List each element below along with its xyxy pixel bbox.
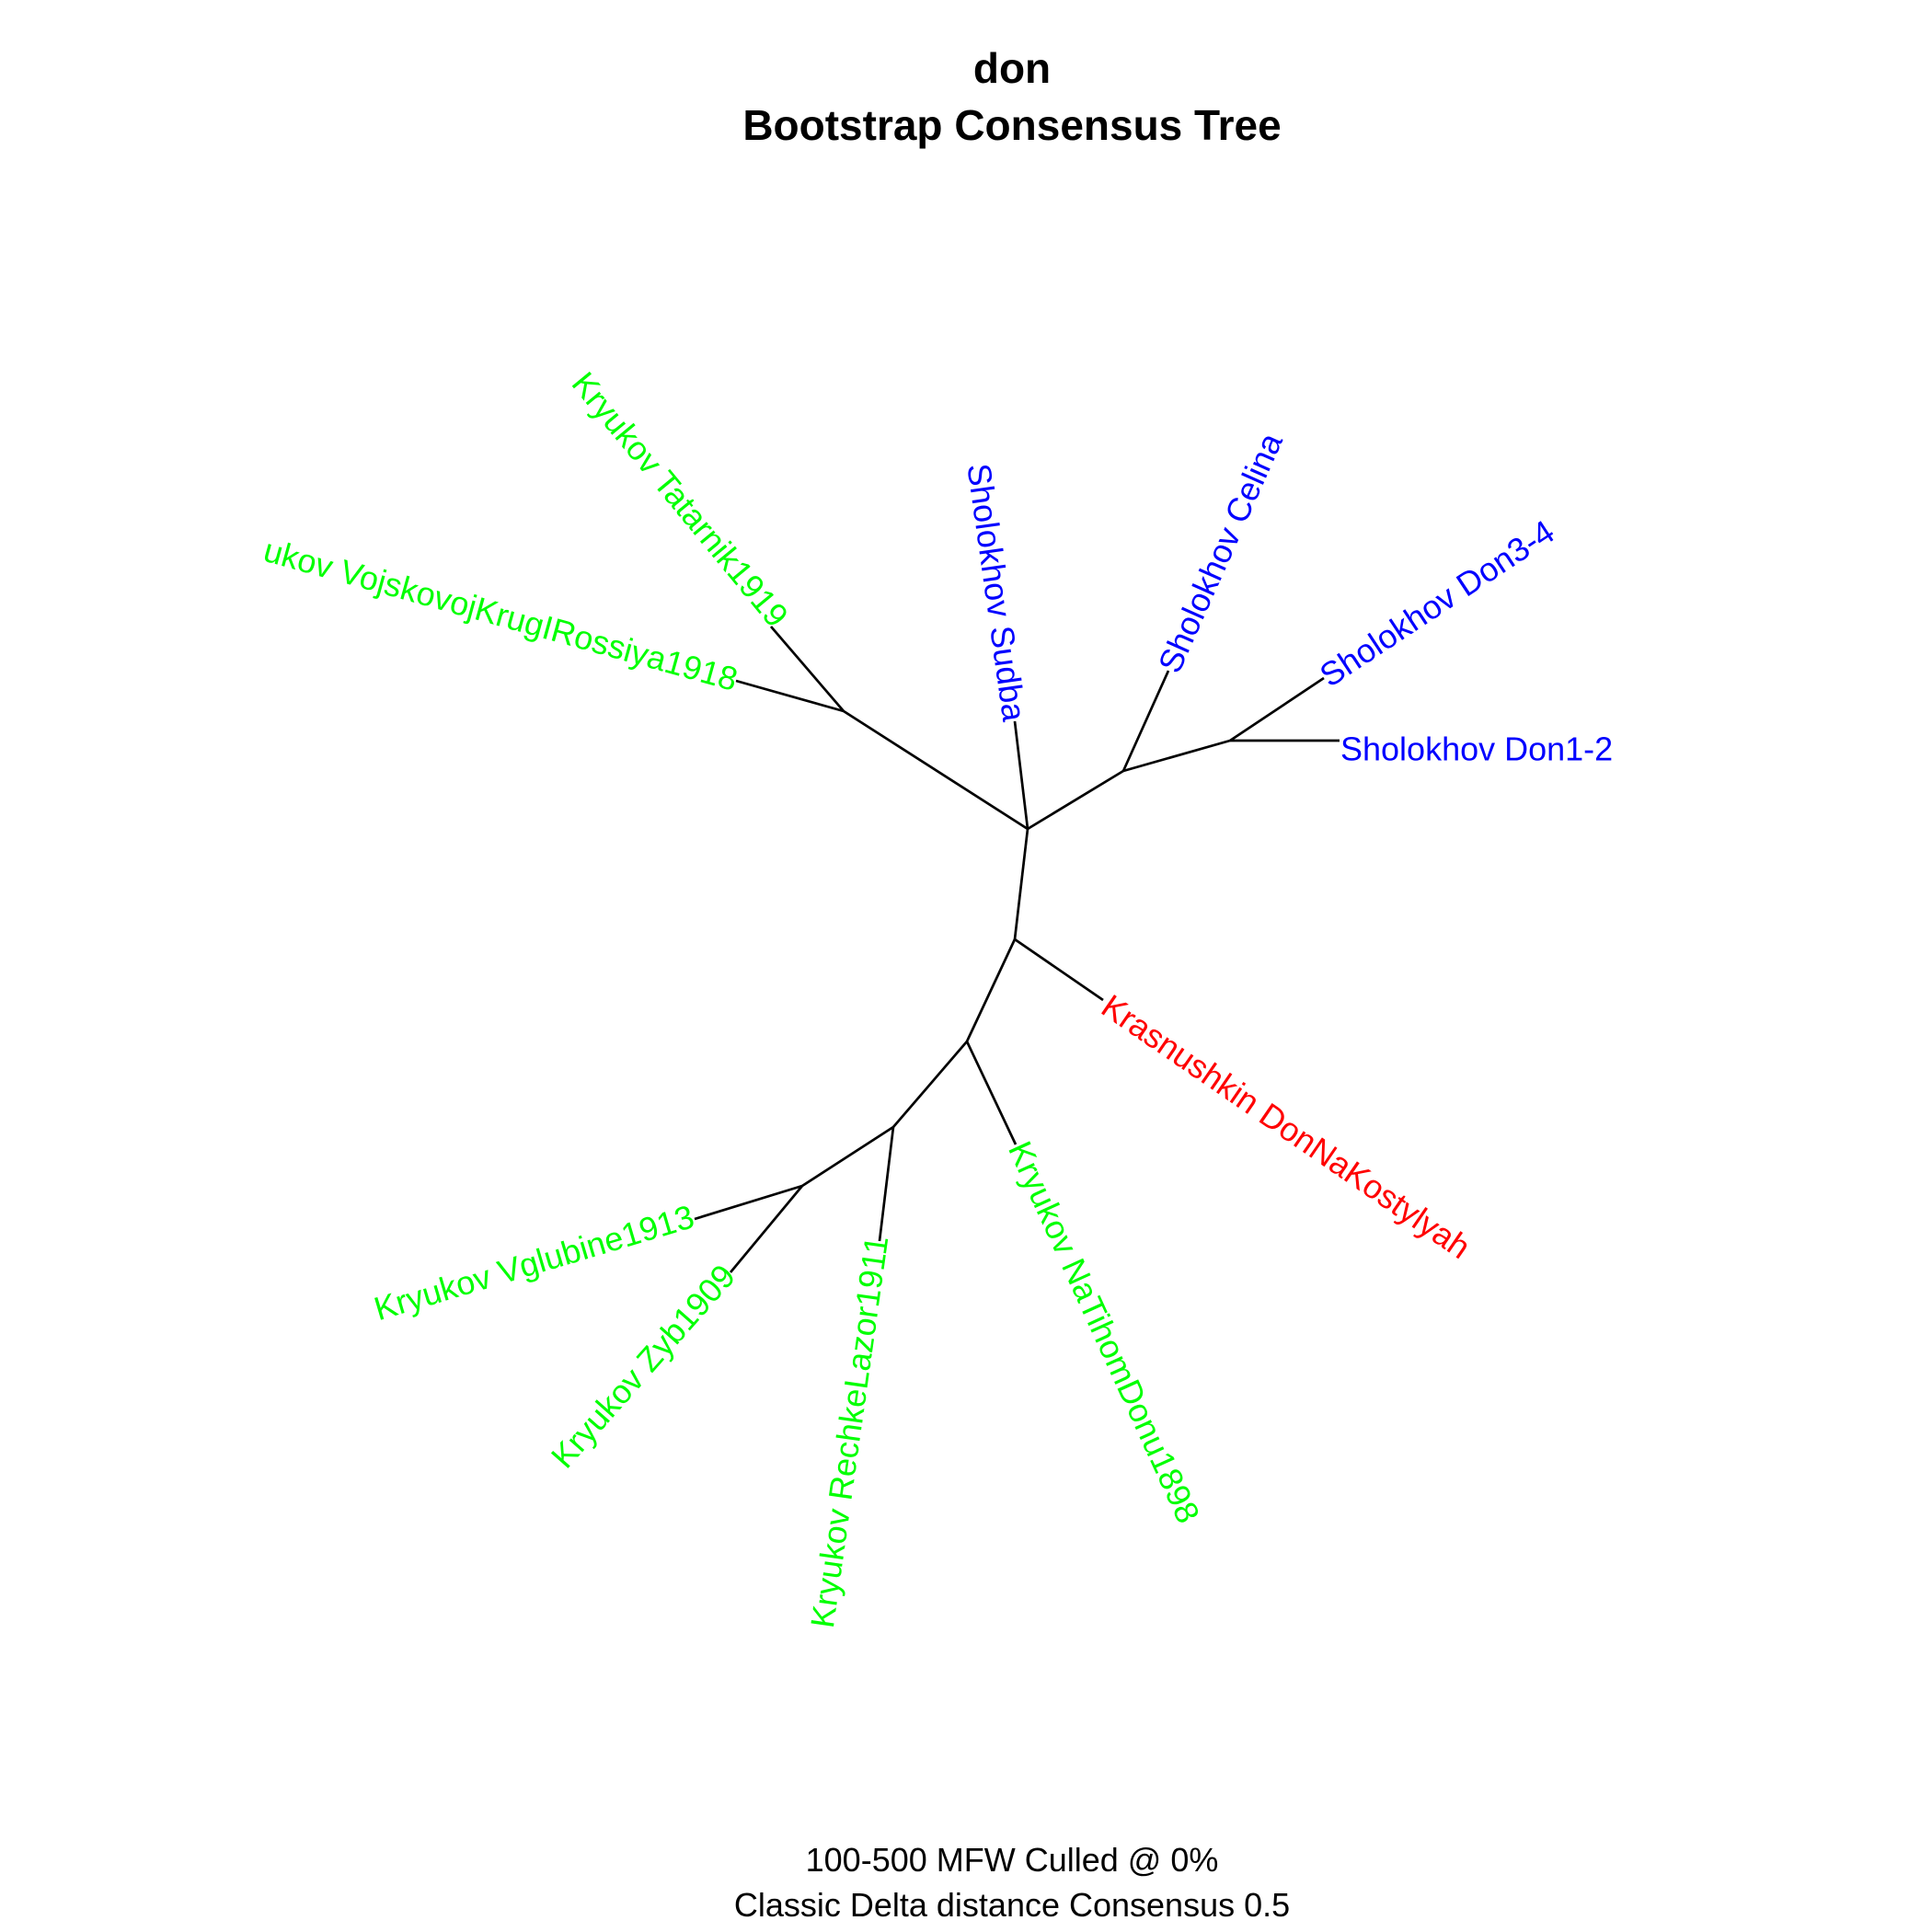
- diagram-title: don: [973, 44, 1051, 92]
- edge-sholokhov-clade: [1027, 769, 1124, 831]
- edge-center: [1013, 828, 1029, 940]
- leaf-label-vglubine: Kryukov Vglubine1913: [370, 1197, 698, 1328]
- leaf-label-tatarnik: Kryukov Tatarnik1919: [565, 364, 796, 634]
- edge-kryukov-inner-clade: [891, 1041, 969, 1128]
- diagram-subtitle: Bootstrap Consensus Tree: [742, 101, 1281, 149]
- leaf-label-natihom: Kryukov NaTihomDonu1898: [1001, 1135, 1207, 1528]
- edge-leaf-krasnushkin: [1014, 937, 1104, 1002]
- edge-leaf-celina: [1121, 670, 1170, 772]
- edge-leaf-vojskovoj: [735, 679, 845, 713]
- edge-leaf-rechke: [878, 1126, 895, 1242]
- leaf-label-krasnushkin: Krasnushkin DonNaKostylyah: [1095, 987, 1478, 1267]
- leaf-label-don12: Sholokhov Don1-2: [1340, 730, 1613, 768]
- edge-leaf-natihom: [965, 1041, 1018, 1145]
- edge-kryukov-upper-clade: [843, 709, 1029, 831]
- leaf-label-celina: Sholokhov Celina: [1151, 427, 1291, 679]
- edge-kryukov-vglubine-zyb-clade: [801, 1125, 894, 1188]
- caption-mfw: 100-500 MFW Culled @ 0%: [806, 1841, 1219, 1879]
- tree-edges: [694, 626, 1340, 1273]
- edge-leaf-tatarnik: [769, 626, 845, 712]
- leaf-label-rechke: Kryukov RechkeLazor1911: [803, 1234, 895, 1630]
- leaf-label-zyb: Kryukov Zyb1909: [544, 1257, 742, 1475]
- edge-leaf-vglubine: [694, 1184, 803, 1221]
- leaf-label-vojskovoj: ukov VojskovojKrugIRossiya1918: [259, 531, 742, 698]
- edge-leaf-zyb: [729, 1185, 804, 1273]
- edge-kryukov-lower-clade: [965, 938, 1017, 1042]
- leaf-label-sudba: Sholokhov Sudba: [960, 461, 1033, 724]
- edge-leaf-sudba: [1013, 720, 1029, 830]
- edge-sholokhov-don-clade: [1122, 739, 1231, 773]
- leaf-label-don34: Sholokhov Don3-4: [1313, 512, 1561, 695]
- caption-distance: Classic Delta distance Consensus 0.5: [734, 1886, 1290, 1924]
- edge-leaf-don34: [1229, 676, 1325, 742]
